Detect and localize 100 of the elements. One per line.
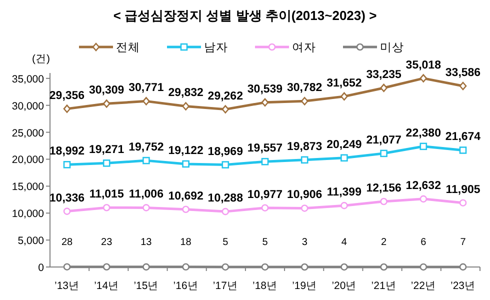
data-label: 11,399 xyxy=(326,186,362,199)
point xyxy=(340,92,348,101)
data-label: 18,969 xyxy=(208,146,243,158)
point xyxy=(300,156,308,164)
point xyxy=(420,263,428,271)
data-label: 19,752 xyxy=(128,142,164,154)
data-label: 21,674 xyxy=(445,131,482,144)
point xyxy=(222,105,230,114)
point xyxy=(340,154,348,162)
data-label: 4 xyxy=(341,236,348,248)
point xyxy=(261,98,269,107)
data-label: 11,015 xyxy=(89,188,124,201)
point xyxy=(222,263,230,271)
x-tick-label: ’22년 xyxy=(410,280,436,292)
point xyxy=(182,263,190,271)
point xyxy=(300,263,308,271)
point xyxy=(63,161,71,168)
data-label: 23 xyxy=(101,236,113,248)
data-label: 19,557 xyxy=(247,142,283,155)
data-label: 12,156 xyxy=(366,182,402,194)
data-label: 30,782 xyxy=(287,82,322,94)
point xyxy=(142,156,150,164)
data-label: 3 xyxy=(302,236,308,248)
data-label: 30,771 xyxy=(128,82,164,94)
point xyxy=(380,150,388,158)
y-tick-label: 35,000 xyxy=(12,73,44,86)
data-label: 10,692 xyxy=(168,190,204,202)
chart-title: < 급성심장정지 성별 발생 추이(2013~2023) > xyxy=(113,8,378,23)
data-label: 11,905 xyxy=(446,184,481,196)
point xyxy=(340,202,348,210)
point xyxy=(261,263,269,271)
legend-label: 여자 xyxy=(292,42,316,54)
x-tick-label: ’15년 xyxy=(134,280,159,292)
data-label: 7 xyxy=(460,236,466,248)
y-axis-title: (건) xyxy=(32,53,50,65)
point xyxy=(182,102,190,110)
y-tick-label: 15,000 xyxy=(12,181,44,194)
point xyxy=(420,195,428,203)
point xyxy=(380,263,388,271)
point xyxy=(380,198,388,206)
point xyxy=(102,100,110,108)
point xyxy=(102,263,110,271)
data-label: 19,873 xyxy=(287,140,322,153)
point xyxy=(300,96,308,106)
data-label: 28 xyxy=(61,236,73,248)
point xyxy=(102,160,110,167)
data-label: 29,262 xyxy=(208,90,243,102)
x-tick-label: ’19년 xyxy=(292,280,318,292)
legend-label: 남자 xyxy=(204,42,228,54)
point xyxy=(182,206,190,214)
x-tick-label: ’23년 xyxy=(450,280,476,292)
data-label: 6 xyxy=(420,236,427,248)
data-label: 20,249 xyxy=(326,138,362,151)
point xyxy=(261,204,269,212)
data-label: 21,077 xyxy=(366,134,402,146)
point xyxy=(222,208,230,216)
point xyxy=(459,82,467,90)
point xyxy=(340,263,348,271)
data-label: 12,632 xyxy=(406,180,441,192)
data-label: 18,992 xyxy=(49,146,85,158)
y-tick-label: 30,000 xyxy=(12,100,44,112)
data-label: 29,356 xyxy=(49,90,85,102)
point xyxy=(300,204,308,212)
x-tick-label: ’18년 xyxy=(252,280,278,292)
x-tick-label: ’17년 xyxy=(212,280,238,292)
data-label: 18 xyxy=(180,236,192,248)
y-tick-label: 0 xyxy=(38,262,44,274)
point xyxy=(261,158,269,166)
y-tick-label: 10,000 xyxy=(12,208,44,220)
point xyxy=(142,97,150,106)
data-label: 10,336 xyxy=(49,192,85,204)
point xyxy=(63,208,71,215)
point xyxy=(142,204,150,212)
x-tick-label: ’16년 xyxy=(173,280,198,292)
x-tick-label: ’21년 xyxy=(371,280,396,292)
point xyxy=(420,142,428,150)
data-label: 2 xyxy=(381,236,388,248)
point xyxy=(459,146,467,154)
y-tick-label: 20,000 xyxy=(12,154,44,166)
y-tick-label: 5,000 xyxy=(18,235,44,248)
point xyxy=(420,74,428,82)
data-label: 13 xyxy=(140,236,152,248)
x-tick-label: ’13년 xyxy=(54,280,80,292)
legend-label: 미상 xyxy=(380,42,404,54)
data-label: 5 xyxy=(262,236,268,248)
data-label: 30,309 xyxy=(89,84,124,97)
x-tick-label: ’20년 xyxy=(332,280,357,292)
data-label: 10,288 xyxy=(208,192,244,205)
point xyxy=(142,263,150,271)
point xyxy=(63,263,71,270)
legend-label: 전체 xyxy=(116,42,140,54)
data-label: 19,271 xyxy=(89,144,125,156)
y-tick-label: 25,000 xyxy=(12,127,44,140)
data-label: 5 xyxy=(222,236,229,248)
data-label: 19,122 xyxy=(168,144,204,157)
point xyxy=(459,263,467,271)
data-label: 30,539 xyxy=(247,83,283,96)
data-label: 35,018 xyxy=(406,59,442,72)
data-label: 33,235 xyxy=(366,68,402,81)
point xyxy=(222,161,230,168)
